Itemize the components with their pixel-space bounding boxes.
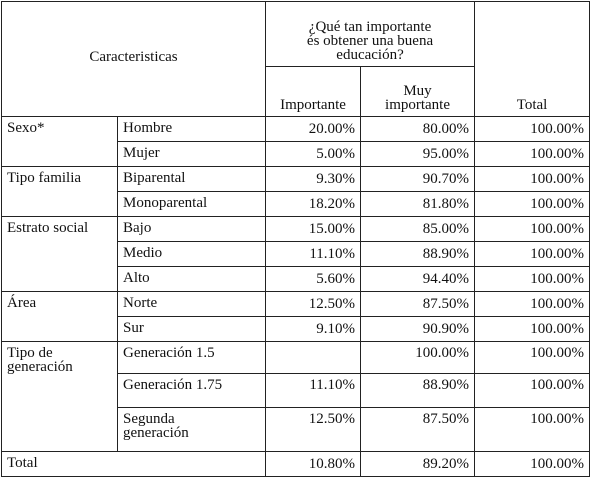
row-label: Norte (116, 291, 267, 317)
header-total: Total (474, 1, 591, 117)
muy-importante-cell: 81.80% (360, 191, 476, 217)
importante-cell (265, 341, 362, 374)
total-cell: 100.00% (474, 291, 591, 317)
group-label: Área (1, 291, 118, 342)
table-row: Estrato social Bajo 15.00% 85.00% 100.00% (1, 216, 591, 292)
muy-importante-cell: 88.90% (360, 373, 476, 408)
row-label: Biparental (116, 166, 267, 192)
importante-cell: 12.50% (265, 291, 362, 317)
table-row: Tipo de generación Generación 1.5 100.00% 1… (1, 341, 591, 452)
importante-cell: 9.10% (265, 316, 362, 342)
muy-importante-cell: 80.00% (360, 116, 476, 142)
group-label: Sexo* (1, 116, 118, 167)
muy-importante-cell: 100.00% (360, 341, 476, 374)
total-row: Total 10.80% 89.20% 100.00% (0, 451, 591, 477)
muy-importante-cell: 94.40% (360, 266, 476, 292)
total-cell: 100.00% (474, 451, 591, 477)
muy-importante-cell: 89.20% (360, 451, 476, 477)
total-cell: 100.00% (474, 341, 591, 374)
header-importante: Importante (265, 66, 362, 117)
row-label: Sur (116, 316, 267, 342)
total-cell: 100.00% (474, 141, 591, 167)
total-cell: 100.00% (474, 166, 591, 192)
header-characteristics: Caracteristicas (0, 1, 267, 117)
total-cell: 100.00% (474, 373, 591, 408)
row-label: Segunda generación (116, 407, 267, 452)
muy-importante-cell: 90.90% (360, 316, 476, 342)
total-cell: 100.00% (474, 266, 591, 292)
group-label: Tipo familia (1, 166, 118, 217)
importante-cell: 20.00% (265, 116, 362, 142)
row-label: Mujer (116, 141, 267, 167)
total-cell: 100.00% (474, 241, 591, 267)
table-row: Medio 11.10% 88.90% 100.00% (2, 241, 591, 267)
total-cell: 100.00% (474, 316, 591, 342)
total-cell: 100.00% (474, 216, 591, 242)
importante-cell: 18.20% (265, 191, 362, 217)
muy-importante-cell: 85.00% (360, 216, 476, 242)
table-row: Generación 1.75 11.10% 88.90% 100.00% (2, 373, 591, 408)
table-row: Segunda generación 12.50% 87.50% 100.00% (2, 407, 591, 452)
importante-cell: 10.80% (265, 451, 362, 477)
group-label: Estrato social (1, 216, 118, 292)
row-label: Generación 1.5 (116, 341, 267, 374)
row-label: Monoparental (116, 191, 267, 217)
importante-cell: 12.50% (265, 407, 362, 452)
importante-cell: 5.00% (265, 141, 362, 167)
table-row: Mujer 5.00% 95.00% 100.00% (2, 141, 591, 167)
importante-cell: 11.10% (265, 373, 362, 408)
importante-cell: 15.00% (265, 216, 362, 242)
table-row: Tipo familia Biparental 9.30% 90.70% 100.00% (1, 166, 591, 217)
header-question: ¿Qué tan importante és obtener una buena… (265, 1, 476, 67)
importante-cell: 5.60% (265, 266, 362, 292)
importante-cell: 11.10% (265, 241, 362, 267)
muy-importante-cell: 95.00% (360, 141, 476, 167)
total-label: Total (0, 451, 267, 477)
row-label: Alto (116, 266, 267, 292)
table-row: Área Norte 12.50% 87.50% 100.00% (1, 291, 591, 342)
muy-importante-cell: 87.50% (360, 291, 476, 317)
table-row: Monoparental 18.20% 81.80% 100.00% (2, 191, 591, 217)
table-row: Alto 5.60% 94.40% 100.00% (2, 266, 591, 292)
muy-importante-cell: 90.70% (360, 166, 476, 192)
row-label: Medio (116, 241, 267, 267)
group-label: Tipo de generación (1, 341, 118, 452)
table-row: Sexo* Hombre 20.00% 80.00% 100.00% (1, 116, 591, 167)
total-cell: 100.00% (474, 116, 591, 142)
importante-cell: 9.30% (265, 166, 362, 192)
table-row: Sur 9.10% 90.90% 100.00% (2, 316, 591, 342)
row-label: Generación 1.75 (116, 373, 267, 408)
row-label: Bajo (116, 216, 267, 242)
total-cell: 100.00% (474, 407, 591, 452)
muy-importante-cell: 88.90% (360, 241, 476, 267)
row-label: Hombre (116, 116, 267, 142)
muy-importante-cell: 87.50% (360, 407, 476, 452)
header-muy-importante: Muy importante (360, 66, 476, 117)
total-cell: 100.00% (474, 191, 591, 217)
